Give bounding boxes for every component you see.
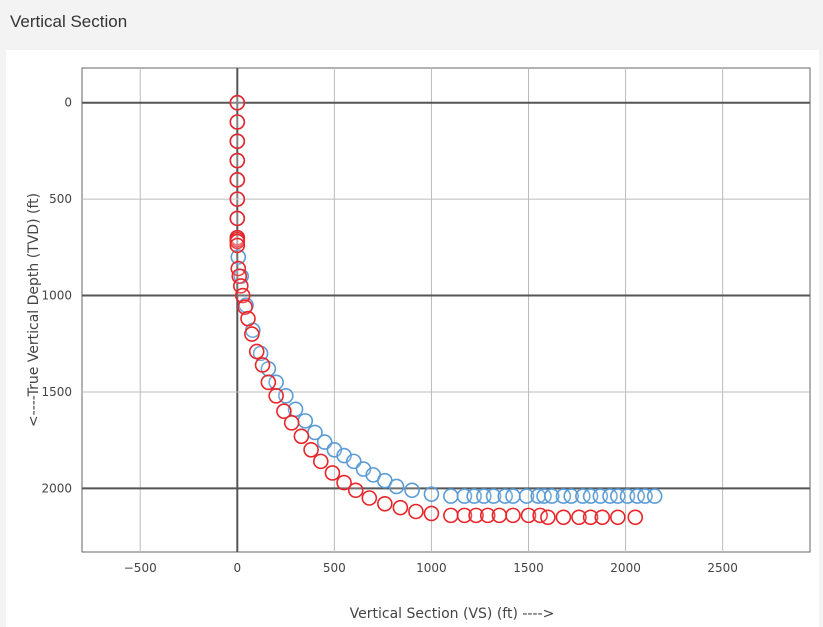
y-tick-labels: 0 500 1000 1500 2000	[41, 96, 72, 496]
data-point	[423, 505, 440, 522]
series-2	[229, 94, 644, 526]
data-point	[229, 210, 246, 227]
data-point	[627, 509, 644, 526]
data-point	[594, 509, 611, 526]
data-point	[479, 507, 496, 524]
data-point	[276, 403, 292, 420]
data-point	[240, 310, 256, 327]
data-point	[540, 509, 556, 526]
data-point	[297, 413, 314, 429]
x-tick-labels: −500 0 500 1000 1500 2000 2500	[124, 561, 738, 575]
data-point	[229, 133, 246, 150]
panel-header: Vertical Section	[0, 0, 823, 48]
data-point	[260, 374, 277, 391]
data-point	[229, 172, 246, 188]
data-point	[254, 357, 271, 373]
data-point	[347, 482, 364, 499]
data-points	[229, 94, 663, 526]
grid-lines	[82, 68, 810, 552]
data-point	[234, 287, 251, 304]
data-point	[582, 509, 599, 526]
data-point	[518, 488, 535, 504]
data-point	[303, 442, 319, 458]
x-axis-title: Vertical Section (VS) (ft) ---->	[350, 606, 555, 622]
plot-area	[81, 67, 811, 553]
data-point	[555, 509, 572, 526]
data-point	[229, 94, 246, 111]
y-tick-label: 0	[64, 96, 72, 110]
y-tick-label: 2000	[41, 481, 72, 495]
data-point	[324, 465, 341, 481]
y-axis-title: <----True Vertical Depth (TVD) (ft)	[26, 193, 42, 427]
data-point	[229, 191, 246, 207]
data-point	[392, 499, 409, 516]
data-point	[244, 326, 260, 342]
data-point	[237, 299, 253, 315]
x-tick-label: 2500	[707, 561, 738, 575]
data-point	[485, 488, 502, 504]
data-point	[404, 482, 420, 499]
y-tick-label: 500	[49, 192, 72, 206]
data-point	[388, 478, 405, 495]
data-point	[377, 495, 393, 512]
data-point	[443, 507, 459, 524]
data-point	[443, 488, 459, 504]
data-point	[268, 388, 284, 404]
data-point	[610, 509, 626, 526]
data-point	[408, 503, 424, 520]
x-tick-label: −500	[124, 561, 157, 575]
data-point	[491, 507, 508, 524]
data-point	[229, 237, 246, 254]
panel-title: Vertical Section	[10, 12, 128, 31]
data-point	[571, 509, 587, 526]
x-tick-label: 500	[323, 561, 346, 575]
x-tick-label: 2000	[610, 561, 641, 575]
data-point	[456, 507, 473, 524]
data-point	[544, 488, 560, 504]
x-tick-label: 0	[233, 561, 241, 575]
data-point	[229, 152, 246, 169]
y-tick-label: 1500	[41, 385, 72, 399]
data-point	[293, 428, 310, 445]
x-tick-label: 1000	[416, 561, 447, 575]
data-point	[312, 453, 329, 470]
data-point	[336, 474, 352, 491]
data-point	[229, 233, 246, 250]
data-point	[646, 488, 663, 504]
y-tick-label: 1000	[41, 289, 72, 303]
data-point	[283, 415, 300, 431]
data-point	[361, 490, 378, 506]
data-point	[563, 488, 580, 504]
data-point	[468, 507, 484, 524]
data-point	[505, 488, 521, 504]
data-point	[423, 486, 440, 502]
data-point	[229, 114, 246, 130]
series-1	[229, 94, 663, 504]
data-point	[505, 507, 521, 524]
data-point	[248, 343, 265, 360]
data-point	[520, 507, 537, 524]
x-tick-label: 1500	[513, 561, 544, 575]
data-point	[230, 249, 247, 265]
